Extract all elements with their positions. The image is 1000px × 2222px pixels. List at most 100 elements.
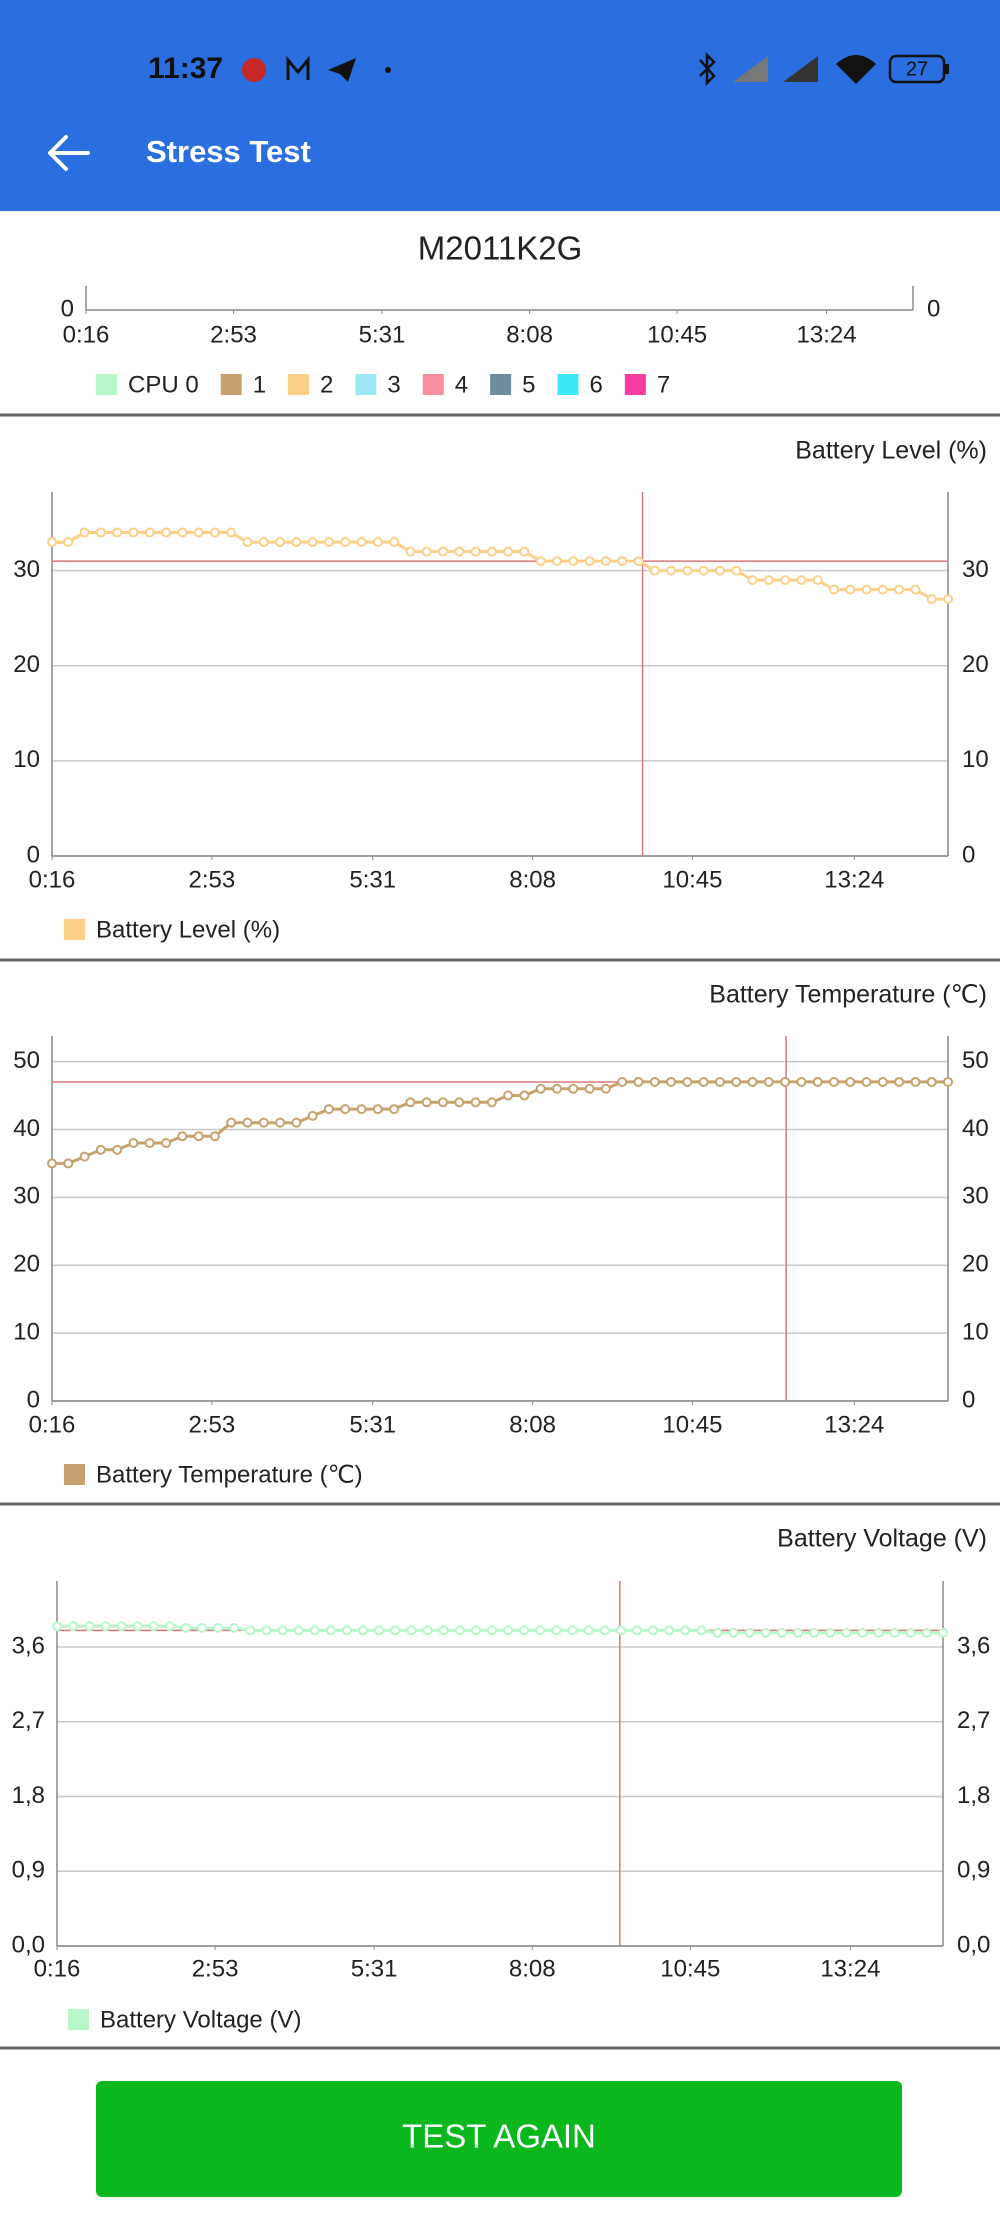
x-tick-label: 5:31 xyxy=(349,866,396,893)
data-point xyxy=(809,1627,820,1638)
section-separator xyxy=(0,958,1000,962)
data-point xyxy=(422,1625,433,1636)
series-line xyxy=(52,1080,948,1165)
data-point xyxy=(177,527,188,538)
data-point xyxy=(275,1117,286,1128)
data-point xyxy=(193,1131,204,1142)
chart-title: Battery Voltage (V) xyxy=(777,1525,987,1553)
x-tick-label: 0:16 xyxy=(29,866,76,893)
y2-tick-label: 2,7 xyxy=(957,1707,990,1734)
y-tick-label: 10 xyxy=(13,1318,40,1345)
section-separator xyxy=(0,2046,1000,2050)
data-point xyxy=(617,1076,628,1087)
data-point xyxy=(828,1076,839,1087)
legend-swatch xyxy=(220,374,242,395)
data-point xyxy=(552,556,563,567)
y-tick-label: 20 xyxy=(13,651,40,678)
y2-tick-label: 1,8 xyxy=(957,1782,990,1809)
data-point xyxy=(245,1625,256,1636)
x-tick-label: 10:45 xyxy=(647,321,707,348)
y-tick-label: 0,0 xyxy=(12,1931,45,1958)
data-point xyxy=(258,537,269,548)
y2-tick-label: 30 xyxy=(962,556,989,583)
x-tick-label: 13:24 xyxy=(824,866,884,893)
data-point xyxy=(47,1158,57,1169)
data-point xyxy=(79,1151,90,1162)
legend-swatch xyxy=(68,2009,89,2030)
data-point xyxy=(519,546,530,557)
data-point xyxy=(760,1627,771,1638)
data-point xyxy=(731,1076,742,1087)
data-point xyxy=(406,1625,417,1636)
y2-tick-label: 0,9 xyxy=(957,1857,990,1884)
legend-swatch xyxy=(490,374,512,395)
data-point xyxy=(196,1622,207,1633)
data-point xyxy=(503,1090,514,1101)
data-point xyxy=(437,546,448,557)
data-point xyxy=(503,546,514,557)
back-button[interactable] xyxy=(48,135,90,171)
data-point xyxy=(943,594,953,605)
data-point xyxy=(617,556,628,567)
data-point xyxy=(600,556,611,567)
legend-swatch xyxy=(64,919,85,940)
y-tick-label: 0 xyxy=(27,841,40,868)
data-point xyxy=(454,546,465,557)
data-point xyxy=(307,1110,318,1121)
data-point xyxy=(584,556,595,567)
y-tick-label: 0,9 xyxy=(12,1857,45,1884)
x-tick-label: 2:53 xyxy=(188,866,235,893)
x-tick-label: 0:16 xyxy=(34,1955,81,1982)
button-label[interactable]: TEST AGAIN xyxy=(402,2118,596,2155)
legend-swatch xyxy=(624,374,646,395)
y-tick-label: 30 xyxy=(13,556,40,583)
data-point xyxy=(164,1621,175,1632)
data-point xyxy=(148,1621,159,1632)
data-point xyxy=(535,556,546,567)
data-point xyxy=(258,1117,269,1128)
legend-label: Battery Voltage (V) xyxy=(100,2006,301,2033)
data-point xyxy=(649,565,660,576)
data-point xyxy=(405,1097,416,1108)
data-point xyxy=(894,584,905,595)
y2-tick-label: 0 xyxy=(927,295,940,322)
data-point xyxy=(877,584,888,595)
data-point xyxy=(454,1097,465,1108)
data-point xyxy=(535,1625,546,1636)
x-tick-label: 2:53 xyxy=(210,321,257,348)
data-point xyxy=(293,1625,304,1636)
test-again-button[interactable]: TEST AGAIN xyxy=(96,2081,902,2197)
data-point xyxy=(389,537,400,548)
data-point xyxy=(389,1104,400,1115)
x-tick-label: 8:08 xyxy=(506,321,553,348)
x-tick-label: 10:45 xyxy=(660,1955,720,1982)
y-tick-label: 3,6 xyxy=(12,1632,45,1659)
data-point xyxy=(325,1625,336,1636)
data-point xyxy=(905,1627,916,1638)
y2-tick-label: 20 xyxy=(962,1251,989,1278)
battery-level: 27 xyxy=(906,58,928,80)
data-point xyxy=(405,546,416,557)
data-point xyxy=(421,1097,432,1108)
data-point xyxy=(698,1076,709,1087)
data-point xyxy=(682,1076,693,1087)
data-point xyxy=(633,1076,644,1087)
data-point xyxy=(664,1625,675,1636)
data-point xyxy=(438,1625,449,1636)
legend-label: 6 xyxy=(589,371,602,398)
chart-title: Battery Level (%) xyxy=(795,437,987,465)
data-point xyxy=(307,537,318,548)
y-tick-label: 0 xyxy=(27,1386,40,1413)
x-tick-label: 13:24 xyxy=(797,321,857,348)
data-point xyxy=(261,1625,272,1636)
data-point xyxy=(861,1076,872,1087)
x-tick-label: 8:08 xyxy=(509,1411,556,1438)
app-title: Stress Test xyxy=(146,134,311,169)
x-tick-label: 5:31 xyxy=(349,1411,396,1438)
data-point xyxy=(144,1138,155,1149)
data-point xyxy=(277,1625,288,1636)
data-point xyxy=(213,1622,224,1633)
data-point xyxy=(356,537,367,548)
section-separator xyxy=(0,413,1000,417)
